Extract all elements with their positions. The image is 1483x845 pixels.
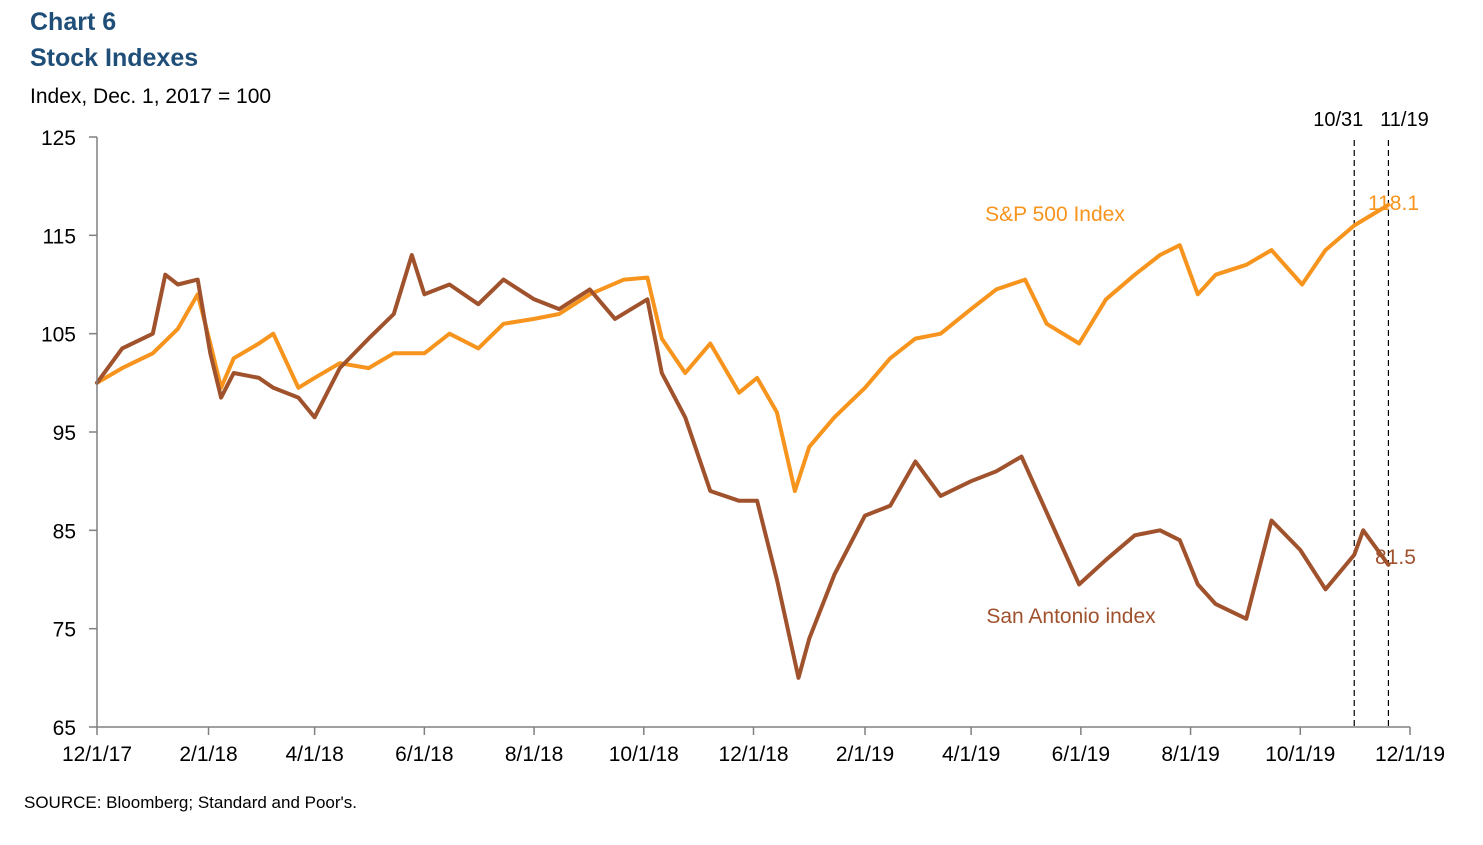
x-tick-label: 12/1/19 <box>1375 743 1445 766</box>
x-tick-label: 2/1/18 <box>179 743 237 766</box>
x-tick-label: 2/1/19 <box>836 743 894 766</box>
series-labels: S&P 500 Index San Antonio index 118.1 81.5 <box>985 192 1419 628</box>
axes: 65 75 85 95 105 115 125 12/1/17 2/1/18 4/1/18 6/1/… <box>41 127 1445 766</box>
line-chart: 10/31 11/19 65 75 85 95 105 115 125 12/1/17 2/1/1… <box>41 109 1445 766</box>
y-tick-label: 115 <box>43 225 76 248</box>
series-end-value-label: 81.5 <box>1375 546 1416 569</box>
series-name-label: San Antonio index <box>986 605 1156 628</box>
x-tick-label: 10/1/19 <box>1265 743 1335 766</box>
chart-title: Chart 6 <box>30 8 117 36</box>
reference-line-label: 10/31 <box>1313 109 1363 131</box>
y-tick-label: 85 <box>53 520 76 543</box>
y-tick-label: 75 <box>53 619 76 642</box>
x-tick-label: 6/1/19 <box>1052 743 1110 766</box>
chart-subtitle: Stock Indexes <box>30 44 199 72</box>
x-tick-label: 4/1/19 <box>942 743 1000 766</box>
sp500-series-line <box>95 202 1391 493</box>
series-end-value-label: 118.1 <box>1368 192 1419 215</box>
x-tick-label: 6/1/18 <box>395 743 453 766</box>
series-lines <box>95 202 1391 680</box>
x-tick-label: 4/1/18 <box>285 743 343 766</box>
x-tick-label: 12/1/18 <box>718 743 788 766</box>
x-tick-label: 12/1/17 <box>62 743 132 766</box>
series-name-label: S&P 500 Index <box>985 203 1125 226</box>
reference-lines: 10/31 11/19 <box>1313 109 1429 727</box>
source-note: SOURCE: Bloomberg; Standard and Poor's. <box>24 793 358 812</box>
y-tick-label: 105 <box>41 324 76 347</box>
y-tick-label: 125 <box>41 127 76 150</box>
y-axis-label: Index, Dec. 1, 2017 = 100 <box>30 85 272 108</box>
x-tick-label: 8/1/19 <box>1161 743 1219 766</box>
y-tick-label: 65 <box>53 717 76 740</box>
san-antonio-series-line <box>95 253 1391 680</box>
reference-line-label: 11/19 <box>1380 109 1429 131</box>
x-tick-label: 8/1/18 <box>505 743 563 766</box>
x-tick-label: 10/1/18 <box>609 743 679 766</box>
y-tick-label: 95 <box>53 422 76 445</box>
